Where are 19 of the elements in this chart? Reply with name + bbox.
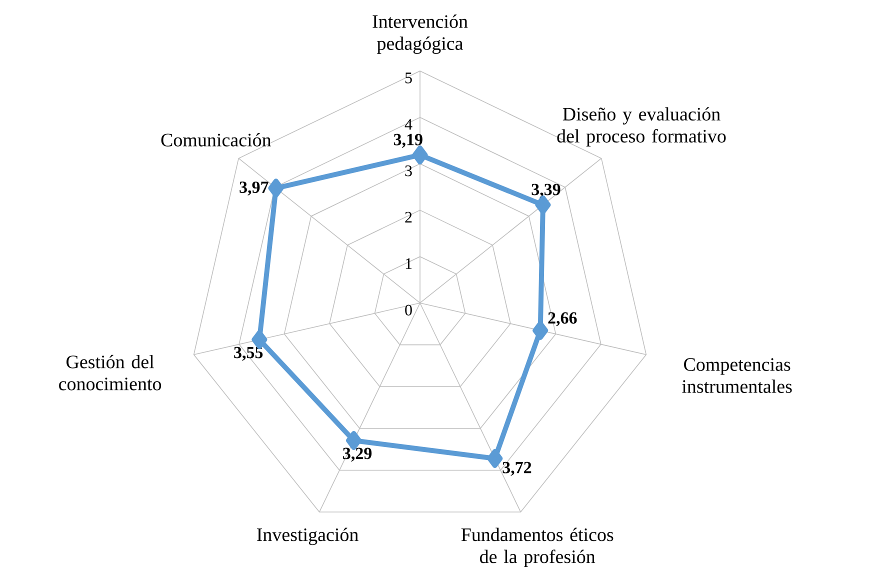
spoke-label: Investigación	[257, 528, 358, 546]
y-tick-label: 0	[405, 304, 412, 316]
spoke-label: Comunicación	[161, 133, 272, 146]
y-tick-label: 4	[404, 119, 412, 130]
spoke-label: Fundamentos éticos de la profesión	[461, 528, 614, 568]
data-label: 3,39	[532, 184, 560, 198]
data-label: 3,72	[502, 462, 532, 476]
data-label: 3,29	[343, 448, 372, 462]
y-tick-label: 1	[406, 258, 412, 269]
y-tick-label: 3	[405, 165, 412, 176]
y-tick-label: 5	[405, 72, 412, 84]
data-label: 3,19	[394, 134, 422, 148]
spoke-label: Diseño y evaluación del proceso formativo	[557, 107, 726, 146]
spoke-label: Competencias instrumentales	[682, 358, 792, 393]
y-tick-label: 2	[405, 212, 412, 222]
spoke-label: Intervención pedagógica	[372, 14, 468, 54]
data-label: 2,66	[548, 312, 577, 326]
spoke-label: Gestión del conocimiento	[59, 354, 162, 390]
data-label: 3,97	[240, 182, 268, 196]
